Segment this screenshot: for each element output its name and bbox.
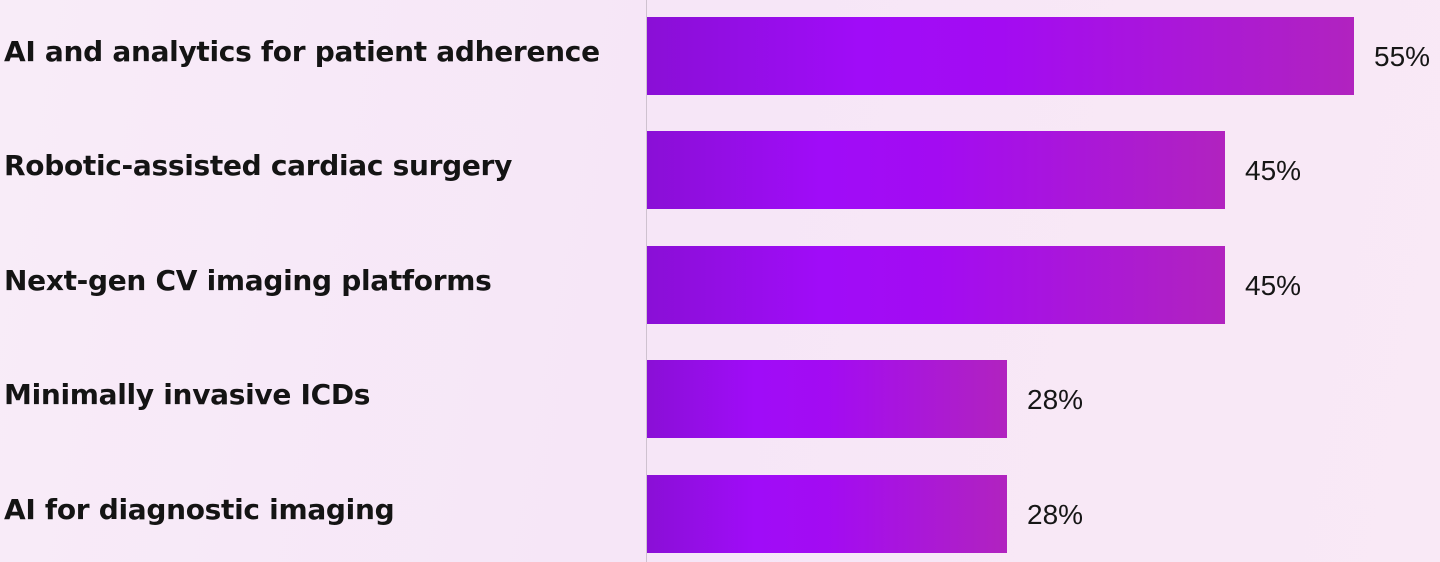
bar <box>647 475 1007 553</box>
bar-value-label: 45% <box>1245 155 1302 186</box>
bar-row: AI and analytics for patient adherence 55… <box>0 17 1440 95</box>
bar-row: AI for diagnostic imaging 28% <box>0 475 1440 553</box>
bar-row: Robotic-assisted cardiac surgery 45% <box>0 131 1440 209</box>
bar <box>647 131 1225 209</box>
bar-row: Next-gen CV imaging platforms 45% <box>0 246 1440 324</box>
category-label: Robotic-assisted cardiac surgery <box>4 149 513 182</box>
category-axis-line <box>646 0 647 562</box>
bar-row: Minimally invasive ICDs 28% <box>0 360 1440 438</box>
bar-value-label: 28% <box>1027 384 1084 415</box>
category-label: Minimally invasive ICDs <box>4 378 371 411</box>
bar-value-label: 28% <box>1027 499 1084 530</box>
category-label: AI and analytics for patient adherence <box>4 35 600 68</box>
bar-value-label: 55% <box>1374 41 1431 72</box>
bar-value-label: 45% <box>1245 270 1302 301</box>
category-label: AI for diagnostic imaging <box>4 493 395 526</box>
bar <box>647 360 1007 438</box>
category-label: Next-gen CV imaging platforms <box>4 264 492 297</box>
bar <box>647 17 1354 95</box>
bar <box>647 246 1225 324</box>
